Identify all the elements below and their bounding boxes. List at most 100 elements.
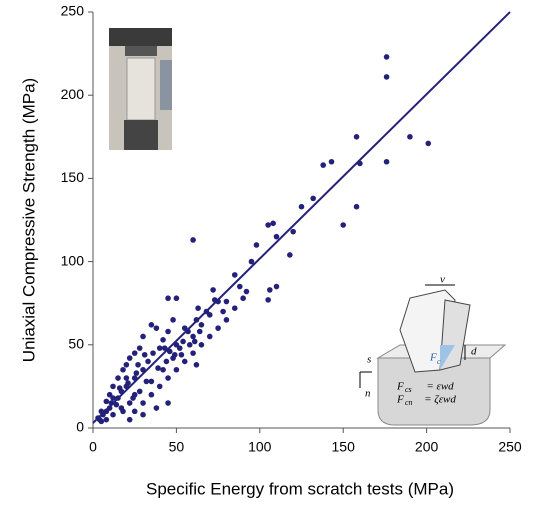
point bbox=[135, 361, 141, 368]
point bbox=[143, 378, 150, 385]
point bbox=[113, 401, 120, 408]
annotation: F bbox=[396, 381, 404, 393]
point bbox=[148, 391, 155, 398]
point bbox=[165, 375, 171, 381]
point bbox=[165, 400, 171, 406]
point bbox=[150, 350, 156, 356]
annotation: n bbox=[365, 388, 371, 400]
point bbox=[223, 298, 230, 305]
point bbox=[186, 342, 193, 348]
point bbox=[155, 365, 161, 371]
point bbox=[425, 140, 432, 147]
x-tick-label: 0 bbox=[89, 439, 97, 455]
point bbox=[131, 375, 138, 381]
annotation: c bbox=[437, 357, 441, 366]
y-tick-label: 250 bbox=[61, 3, 85, 19]
point bbox=[153, 325, 160, 331]
point bbox=[163, 358, 170, 365]
point bbox=[383, 74, 390, 80]
point bbox=[145, 358, 151, 365]
point bbox=[96, 416, 103, 423]
point bbox=[195, 305, 201, 311]
point bbox=[383, 54, 390, 60]
x-tick-label: 200 bbox=[415, 439, 439, 455]
point bbox=[181, 358, 188, 365]
annotation: s bbox=[367, 354, 371, 366]
point bbox=[133, 370, 140, 376]
point bbox=[290, 228, 296, 235]
point bbox=[383, 158, 390, 165]
point bbox=[273, 233, 280, 240]
point bbox=[223, 317, 230, 323]
point bbox=[130, 395, 136, 401]
fit-line bbox=[92, 11, 511, 424]
annotation: F bbox=[429, 352, 437, 364]
point bbox=[270, 220, 276, 227]
point bbox=[328, 158, 335, 165]
point bbox=[173, 366, 180, 373]
point bbox=[193, 317, 200, 323]
point bbox=[273, 283, 280, 290]
point bbox=[190, 333, 196, 340]
point bbox=[110, 383, 116, 390]
y-tick-label: 100 bbox=[61, 252, 85, 268]
point bbox=[140, 366, 146, 373]
point bbox=[153, 405, 160, 411]
point bbox=[156, 345, 163, 351]
point bbox=[125, 380, 131, 386]
point bbox=[118, 405, 125, 411]
point bbox=[161, 345, 168, 351]
y-axis-label: Uniaxial Compressive Strength (MPa) bbox=[19, 78, 38, 362]
x-axis-label: Specific Energy from scratch tests (MPa) bbox=[146, 479, 454, 498]
point bbox=[240, 295, 246, 302]
point bbox=[126, 416, 133, 423]
x-tick-label: 100 bbox=[248, 439, 272, 455]
point bbox=[148, 322, 155, 328]
point bbox=[267, 287, 273, 293]
point bbox=[126, 355, 133, 361]
point bbox=[357, 160, 363, 167]
point bbox=[210, 287, 216, 293]
point bbox=[165, 295, 171, 302]
point bbox=[116, 385, 123, 391]
point bbox=[353, 134, 360, 140]
point bbox=[320, 162, 326, 168]
point bbox=[120, 366, 126, 373]
x-tick-label: 150 bbox=[332, 439, 356, 455]
point bbox=[136, 388, 143, 395]
point bbox=[298, 203, 305, 210]
point bbox=[123, 361, 130, 368]
point bbox=[198, 322, 205, 328]
point bbox=[193, 361, 200, 368]
point bbox=[131, 350, 138, 356]
point bbox=[140, 333, 146, 340]
annotation: = εwd bbox=[426, 381, 454, 393]
point bbox=[185, 328, 191, 335]
x-tick-label: 50 bbox=[169, 439, 185, 455]
point bbox=[310, 195, 316, 202]
point bbox=[141, 351, 148, 358]
point bbox=[353, 203, 360, 210]
point bbox=[265, 297, 271, 303]
point bbox=[166, 348, 173, 355]
point bbox=[231, 272, 238, 278]
point bbox=[265, 222, 271, 228]
point bbox=[170, 317, 176, 323]
y-tick-label: 0 bbox=[76, 419, 84, 435]
point bbox=[165, 328, 171, 335]
point bbox=[340, 222, 347, 228]
point bbox=[243, 288, 250, 295]
point bbox=[156, 383, 163, 390]
point bbox=[110, 411, 116, 418]
annotation: = ζεwd bbox=[424, 394, 456, 406]
y-tick-label: 50 bbox=[68, 336, 84, 352]
point bbox=[148, 378, 155, 385]
point bbox=[103, 416, 110, 423]
point bbox=[123, 375, 130, 381]
annotation: cs bbox=[405, 385, 412, 394]
point bbox=[140, 411, 146, 418]
diagram-inset bbox=[355, 284, 507, 427]
point bbox=[173, 342, 180, 348]
